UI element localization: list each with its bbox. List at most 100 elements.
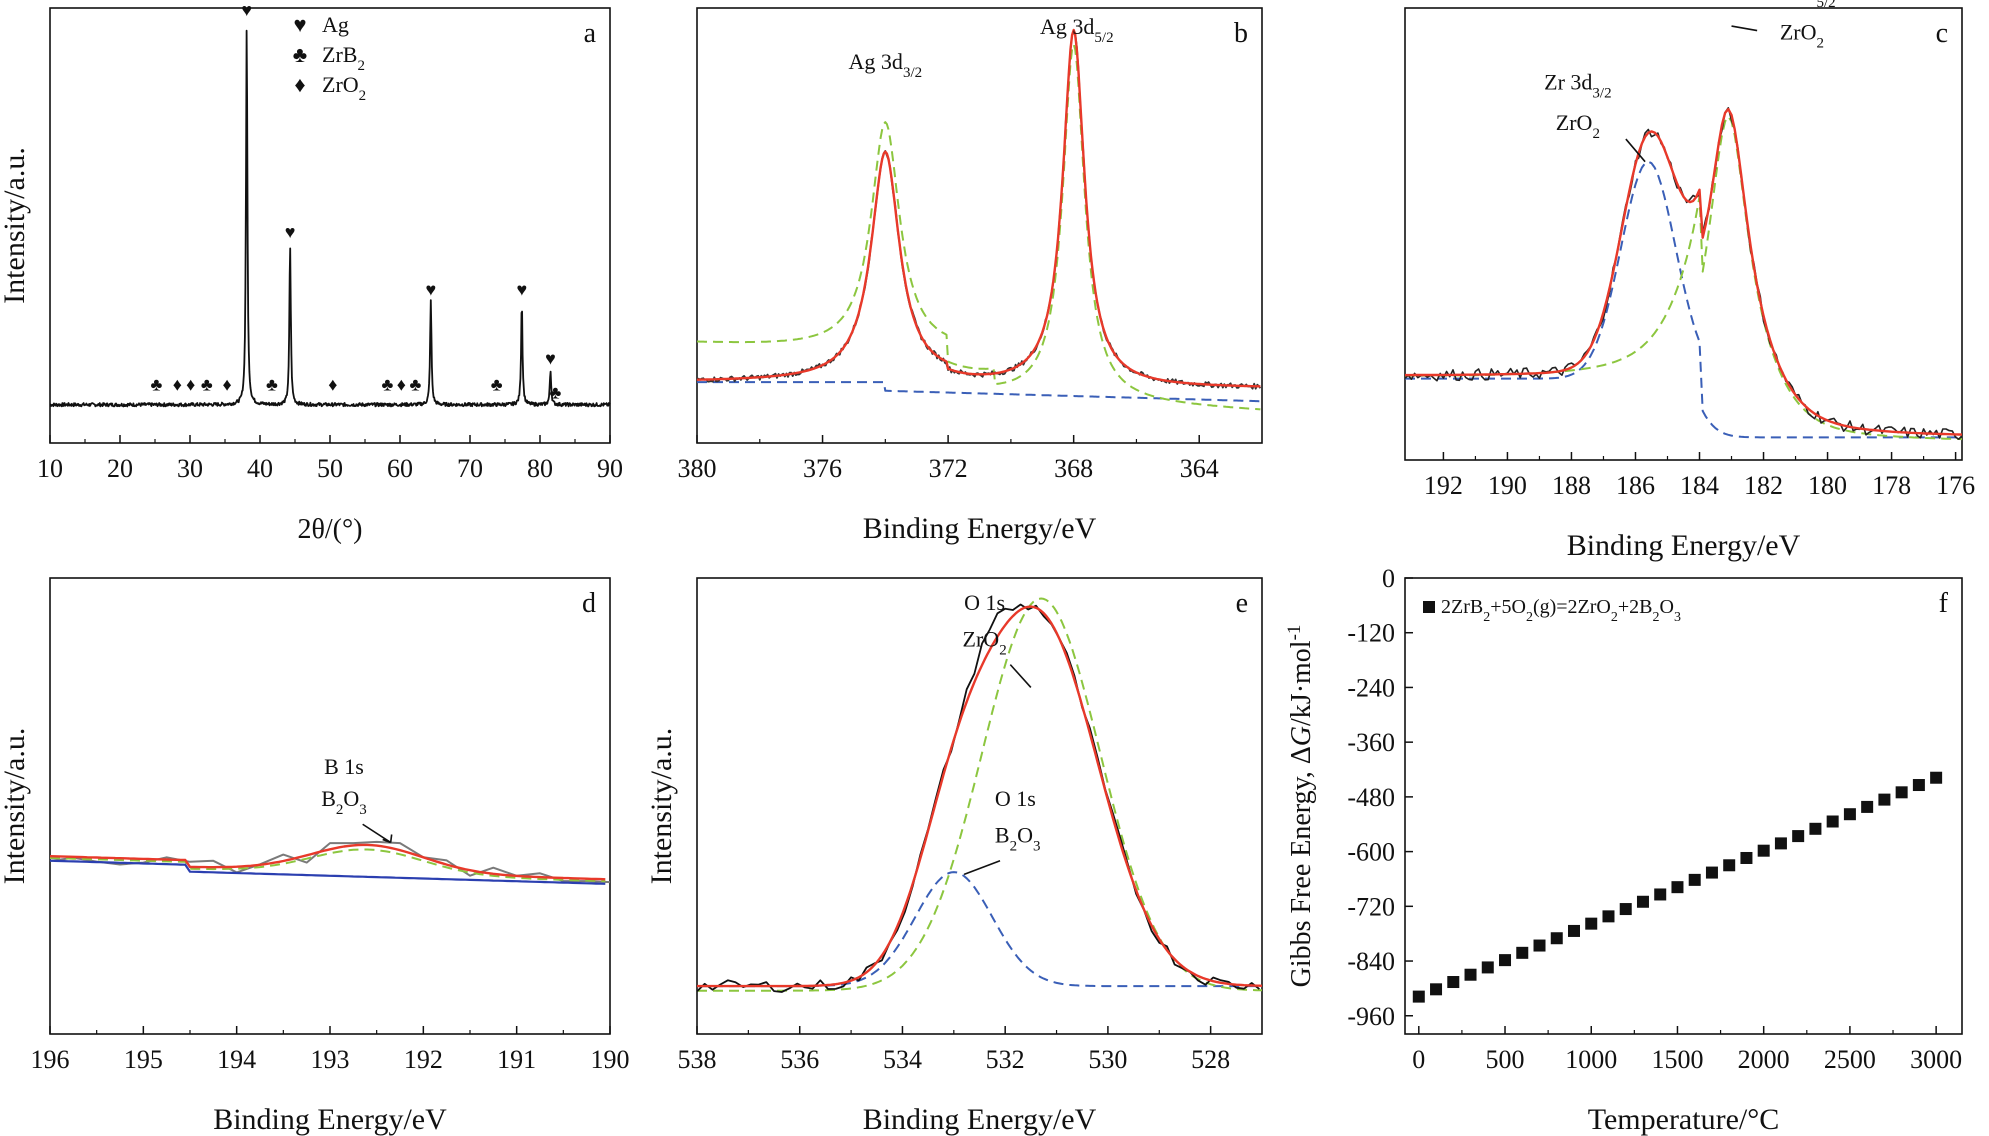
x-tick-label: 188: [1552, 471, 1591, 500]
chart-panel-a: 10 20 30 40 50 60 70 80 90 a 2θ/(°) Intensity/a.u. ♣…: [0, 0, 623, 545]
x-axis-label: Binding Energy/eV: [213, 1103, 447, 1136]
phase-marker: ♦: [223, 375, 232, 395]
phase-marker: ♦: [397, 375, 406, 395]
peak-annotation: ZrO2: [963, 626, 1007, 658]
phase-marker: ♥: [516, 279, 527, 299]
legend-label: ZrO2: [322, 72, 366, 104]
chart-panel-b: 380 376 372 368 364 b Binding Energy/eV Ag 3d3/…: [678, 7, 1263, 545]
data-point: [1843, 808, 1856, 821]
peak-annotation: Zr 3d3/2: [1544, 69, 1611, 101]
x-tick-label: 2500: [1824, 1045, 1876, 1074]
x-tick-label: 10: [37, 454, 63, 483]
data-point: [1912, 779, 1925, 792]
phase-marker: ♦: [173, 375, 182, 395]
x-tick-label: 186: [1616, 471, 1655, 500]
y-tick-label: -600: [1347, 838, 1395, 867]
x-tick-label: 528: [1191, 1045, 1230, 1074]
measured-spectrum-line: [1404, 107, 1963, 440]
x-tick-label: 1000: [1565, 1045, 1617, 1074]
y-tick-label: -720: [1347, 892, 1395, 921]
peak-annotation: Ag 3d3/2: [849, 49, 923, 81]
component-curve: [697, 871, 1262, 988]
x-tick-label: 60: [387, 454, 413, 483]
y-axis-label: Gibbs Free Energy, ΔG/kJ·mol-1: [1284, 625, 1318, 988]
phase-marker: ♦: [186, 375, 195, 395]
x-tick-label: 90: [597, 454, 623, 483]
x-tick-label: 364: [1180, 454, 1219, 483]
chart-panel-c: 192 190 188 186 184 182 180 178 176 c Binding Ener…: [1404, 0, 1975, 562]
data-point: [1654, 888, 1667, 901]
arrow-line: [1731, 25, 1758, 32]
x-tick-label: 190: [591, 1045, 630, 1074]
fit-curve-line: [696, 28, 1261, 388]
plot-frame: [696, 577, 1263, 1035]
y-tick-label: -240: [1347, 673, 1395, 702]
peak-annotation: O 1s: [964, 590, 1005, 615]
x-tick-label: 180: [1808, 471, 1847, 500]
legend-label: ZrB2: [322, 42, 365, 74]
x-tick-label: 50: [317, 454, 343, 483]
measured-spectrum-line: [696, 603, 1260, 993]
data-point: [1412, 990, 1425, 1003]
x-tick-label: 182: [1744, 471, 1783, 500]
data-point: [1705, 866, 1718, 879]
panel-label: f: [1939, 588, 1949, 619]
panel-label: b: [1234, 18, 1248, 49]
phase-marker: ♥: [545, 348, 556, 368]
data-point: [1792, 830, 1805, 843]
y-axis-label: Intensity/a.u.: [0, 728, 31, 885]
fit-curve-line: [697, 605, 1263, 988]
x-tick-label: 2000: [1738, 1045, 1790, 1074]
phase-marker: ♥: [285, 222, 296, 242]
peak-annotation: B 1s: [324, 754, 364, 779]
x-tick-label: 538: [678, 1045, 717, 1074]
x-tick-label: 500: [1486, 1045, 1525, 1074]
fit-curve-line: [49, 843, 606, 881]
x-axis-label: Binding Energy/eV: [1567, 529, 1801, 562]
data-point: [1774, 837, 1787, 850]
data-point: [1447, 976, 1460, 989]
legend-marker: [1423, 601, 1435, 613]
x-tick-label: 534: [883, 1045, 922, 1074]
data-point: [1464, 968, 1477, 981]
background-line: [49, 859, 606, 885]
data-point: [1878, 793, 1891, 806]
arrow-line: [362, 823, 393, 844]
legend-label: 2ZrB2+5O2(g)=2ZrO2+2B2O3: [1441, 596, 1681, 625]
data-point: [1757, 844, 1770, 857]
xrd-pattern-line: [49, 29, 611, 408]
x-tick-label: 530: [1088, 1045, 1127, 1074]
legend-symbol: ♣: [293, 42, 307, 67]
x-tick-label: 40: [247, 454, 273, 483]
component-curve: [1405, 115, 1963, 441]
data-point: [1826, 815, 1839, 828]
peak-annotation: Zr 3d5/2: [1768, 0, 1835, 11]
x-tick-label: 192: [1424, 471, 1463, 500]
component-curve: [697, 381, 1261, 403]
chart-panel-d: 196 195 194 193 192 191 190 d Binding Energy/eV I…: [0, 577, 630, 1136]
component-curve: [1405, 160, 1962, 439]
x-tick-label: 0: [1412, 1045, 1425, 1074]
x-tick-label: 190: [1488, 471, 1527, 500]
x-tick-label: 536: [780, 1045, 819, 1074]
peak-annotation: B2O3: [321, 786, 367, 818]
data-point: [1430, 983, 1443, 996]
data-point: [1930, 771, 1943, 784]
x-tick-label: 3000: [1910, 1045, 1962, 1074]
chart-panel-e: 538 536 534 532 530 528 e Binding Energy/eV Inte…: [645, 577, 1263, 1136]
x-tick-label: 1500: [1651, 1045, 1703, 1074]
peak-annotation: ZrO2: [1556, 110, 1600, 142]
y-tick-label: -840: [1347, 947, 1395, 976]
arrow-line: [1625, 138, 1646, 163]
x-tick-label: 176: [1936, 471, 1975, 500]
data-point: [1602, 910, 1615, 923]
phase-marker: ♣: [381, 375, 393, 395]
peak-annotation: B2O3: [995, 822, 1041, 854]
x-tick-label: 196: [31, 1045, 70, 1074]
y-tick-label: -360: [1347, 728, 1395, 757]
legend-label: Ag: [322, 12, 349, 37]
x-tick-label: 20: [107, 454, 133, 483]
plot-frame: [1404, 7, 1963, 461]
data-point: [1895, 786, 1908, 799]
data-point: [1723, 859, 1736, 872]
